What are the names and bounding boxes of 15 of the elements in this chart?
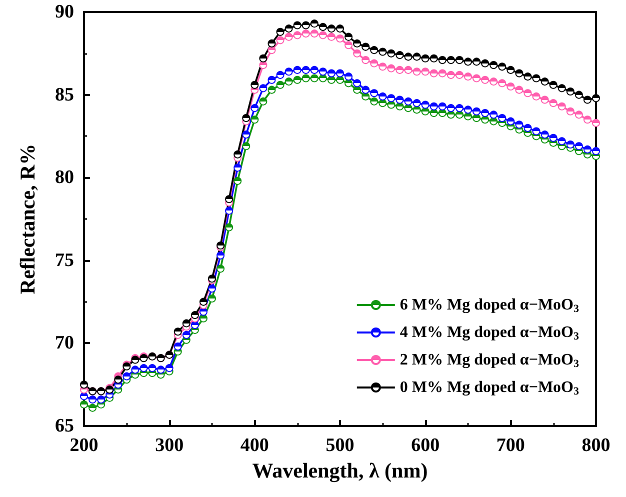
y-axis-title: Reflectance, R% — [16, 144, 40, 294]
y-tick-label: 70 — [55, 332, 74, 354]
x-tick-label: 200 — [70, 435, 98, 456]
x-tick-label: 600 — [411, 435, 440, 456]
y-tick-label: 80 — [55, 167, 74, 188]
x-axis-title: Wavelength, λ (nm) — [252, 458, 428, 482]
y-tick-label: 90 — [55, 2, 74, 22]
x-tick-label: 700 — [496, 435, 525, 456]
y-tick-label: 65 — [55, 416, 74, 436]
x-tick-label: 800 — [582, 435, 610, 456]
y-tick-label: 85 — [55, 84, 74, 106]
x-tick-label: 300 — [155, 435, 184, 456]
x-tick-label: 500 — [326, 435, 354, 456]
x-tick-label: 400 — [240, 435, 269, 456]
y-tick-label: 75 — [55, 250, 74, 271]
